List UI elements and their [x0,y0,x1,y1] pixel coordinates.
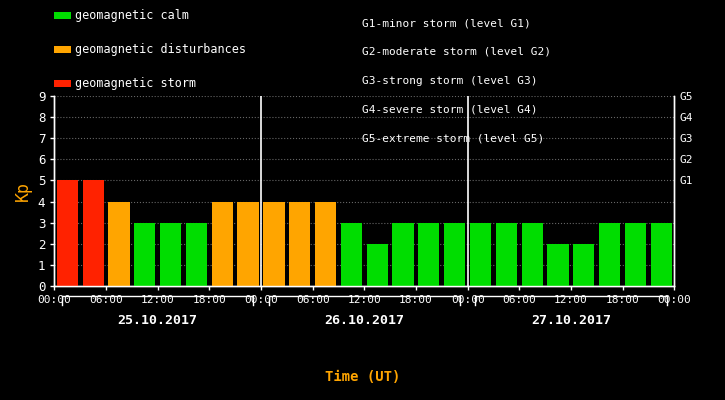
Bar [315,202,336,286]
Text: 27.10.2017: 27.10.2017 [531,314,611,327]
Bar [83,180,104,286]
Bar [341,223,362,286]
Bar [418,223,439,286]
Bar [547,244,568,286]
Bar [651,223,672,286]
Bar [521,223,543,286]
Bar [134,223,155,286]
Bar [57,180,78,286]
Bar [160,223,181,286]
Y-axis label: Kp: Kp [14,181,33,201]
Bar [212,202,233,286]
Text: G5-extreme storm (level G5): G5-extreme storm (level G5) [362,133,544,143]
Bar [108,202,130,286]
Bar [470,223,491,286]
Bar [496,223,517,286]
Bar [186,223,207,286]
Bar [263,202,284,286]
Bar [625,223,646,286]
Text: G2-moderate storm (level G2): G2-moderate storm (level G2) [362,47,552,57]
Bar [289,202,310,286]
Bar [573,244,594,286]
Bar [599,223,621,286]
Text: G3-strong storm (level G3): G3-strong storm (level G3) [362,76,538,86]
Text: 25.10.2017: 25.10.2017 [117,314,198,327]
Text: geomagnetic storm: geomagnetic storm [75,77,196,90]
Bar [367,244,388,286]
Text: G4-severe storm (level G4): G4-severe storm (level G4) [362,104,538,114]
Bar [444,223,465,286]
Text: G1-minor storm (level G1): G1-minor storm (level G1) [362,18,531,28]
Text: geomagnetic calm: geomagnetic calm [75,9,188,22]
Text: geomagnetic disturbances: geomagnetic disturbances [75,43,246,56]
Bar [238,202,259,286]
Bar [392,223,414,286]
Text: 26.10.2017: 26.10.2017 [324,314,405,327]
Text: Time (UT): Time (UT) [325,370,400,384]
